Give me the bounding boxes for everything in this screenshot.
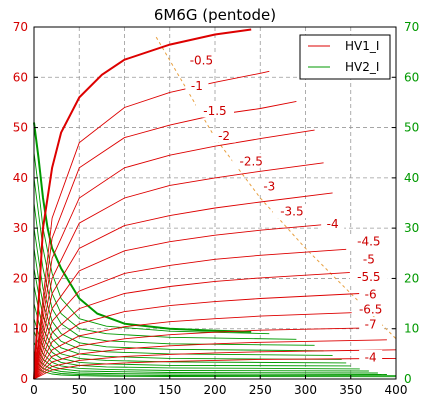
curve-label-14: -4: [365, 350, 377, 364]
load-line: [155, 36, 397, 340]
screen-curve-2: [33, 177, 297, 340]
anode-curve-8: [33, 271, 351, 380]
anode-curve-0: [33, 28, 252, 380]
screen-current-curves: [33, 122, 397, 378]
curve-label-bg-0: [182, 53, 221, 68]
curve-label-8: -4.5: [357, 235, 380, 249]
screen-curve-3: [33, 202, 315, 346]
anode-curve-3: [33, 129, 315, 380]
curve-label-3: -2: [218, 129, 230, 143]
anode-curve-1: [33, 70, 270, 380]
curve-label-bg-2: [196, 103, 234, 118]
y-left-tick-label-6: 60: [13, 70, 28, 84]
y-right-tick-label-6: 60: [404, 70, 419, 84]
anode-curve-12: [33, 339, 387, 380]
x-tick-label-0: 0: [30, 383, 38, 397]
anode-curve-6: [33, 222, 342, 380]
y-right-tick-label-2: 20: [404, 271, 419, 285]
x-tick-label-8: 400: [385, 383, 408, 397]
curve-label-10: -5.5: [357, 270, 380, 284]
legend-box: [299, 34, 391, 80]
load-line-layer: [155, 36, 397, 340]
y-right-tick-label-3: 30: [404, 221, 419, 235]
y-left-tick-label-2: 20: [13, 271, 28, 285]
axis-ticks: 0 50 100 150 200 250 300 350 4000102030405060700…: [13, 20, 420, 397]
curve-label-bg-13: [359, 317, 383, 332]
curve-label-bg-3: [212, 128, 236, 143]
curve-label-bg-1: [185, 78, 209, 93]
y-right-tick-label-0: 0: [404, 372, 412, 386]
anode-curve-9: [33, 293, 360, 380]
x-tick-label-7: 350: [339, 383, 362, 397]
curve-label-13: -7: [365, 318, 377, 332]
curve-label-bg-9: [357, 251, 381, 266]
curve-label-bg-11: [359, 287, 383, 302]
curve-label-4: -2.5: [239, 154, 262, 168]
curve-label-bg-8: [349, 234, 388, 249]
curve-label-bg-5: [257, 178, 281, 193]
anode-curve-5: [33, 192, 333, 380]
screen-curve-1: [33, 152, 270, 335]
y-left-tick-label-1: 10: [13, 322, 28, 336]
screen-curve-7: [33, 285, 347, 364]
legend: HV1_I HV2_I: [299, 34, 391, 80]
screen-curve-6: [33, 268, 342, 360]
anode-curve-2: [33, 100, 297, 380]
y-left-tick-label-4: 40: [13, 171, 28, 185]
legend-label-hv2: HV2_I: [345, 60, 379, 74]
curve-label-5: -3: [263, 179, 275, 193]
y-right-tick-label-1: 10: [404, 322, 419, 336]
y-left-tick-label-5: 50: [13, 121, 28, 135]
anode-curve-7: [33, 248, 347, 380]
legend-label-hv1: HV1_I: [345, 39, 379, 53]
anode-curve-11: [33, 327, 378, 380]
curve-label-12: -6.5: [359, 303, 382, 317]
curve-label-0: -0.5: [190, 54, 213, 68]
curve-label-bg-4: [232, 153, 271, 168]
curve-label-1: -1: [191, 79, 203, 93]
curve-label-bg-7: [321, 216, 345, 231]
curve-label-2: -1.5: [203, 104, 226, 118]
anode-curve-10: [33, 311, 369, 380]
anode-current-curves: [33, 28, 397, 380]
curve-label-9: -5: [363, 252, 375, 266]
x-tick-label-3: 150: [158, 383, 181, 397]
curve-label-6: -3.5: [280, 205, 303, 219]
y-left-tick-label-7: 70: [13, 20, 28, 34]
chart-title: 6M6G (pentode): [154, 6, 276, 24]
anode-curve-13: [33, 349, 397, 380]
x-tick-label-5: 250: [249, 383, 272, 397]
y-right-tick-label-5: 50: [404, 121, 419, 135]
curve-label-7: -4: [327, 217, 339, 231]
grid-voltage-labels: -0.5 -1-1.5 -2 -2.5-3 -3.5 -4 -4.5 -5 -5.5 -6-6.5…: [182, 53, 390, 364]
curve-label-bg-12: [351, 302, 390, 317]
x-tick-label-4: 200: [204, 383, 227, 397]
anode-curve-4: [33, 162, 324, 380]
curve-label-bg-14: [359, 349, 383, 364]
curve-label-bg-10: [349, 269, 388, 284]
x-tick-label-1: 50: [72, 383, 87, 397]
y-right-tick-label-7: 70: [404, 20, 419, 34]
x-tick-label-2: 100: [113, 383, 136, 397]
y-right-tick-label-4: 40: [404, 171, 419, 185]
curve-label-bg-6: [272, 204, 311, 219]
anode-curve-14: [33, 357, 397, 380]
y-left-tick-label-0: 0: [20, 372, 28, 386]
x-tick-label-6: 300: [294, 383, 317, 397]
y-left-tick-label-3: 30: [13, 221, 28, 235]
curve-label-11: -6: [365, 288, 377, 302]
